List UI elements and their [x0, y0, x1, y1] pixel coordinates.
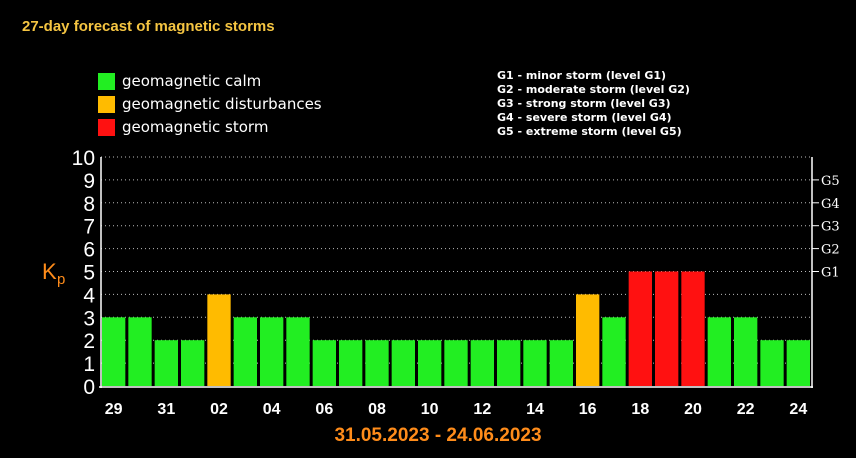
bar-13: [497, 340, 521, 386]
legend-label-calm: geomagnetic calm: [122, 72, 262, 90]
bar-04: [260, 317, 284, 386]
x-tick-label: 29: [105, 401, 123, 418]
bar-02: [207, 294, 231, 386]
y-axis-label: K: [42, 259, 57, 284]
storm-level-g5: G5 - extreme storm (level G5): [497, 125, 682, 138]
bar-31: [154, 340, 178, 386]
x-tick-label: 08: [368, 401, 386, 418]
bar-29: [102, 317, 126, 386]
bar-23: [760, 340, 784, 386]
x-tick-label: 10: [421, 401, 439, 418]
legend-item-storm: geomagnetic storm: [98, 118, 268, 136]
bar-22: [734, 317, 758, 386]
y-tick-label: 8: [83, 193, 95, 216]
x-tick-label: 14: [526, 401, 544, 418]
x-tick-label: 31: [157, 401, 175, 418]
x-tick-label: 02: [210, 401, 228, 418]
storm-level-g2: G2 - moderate storm (level G2): [497, 83, 690, 96]
page-title: 27-day forecast of magnetic storms: [22, 18, 275, 35]
y-tick-label: 9: [83, 170, 95, 193]
y-tick-label: 7: [83, 216, 95, 239]
bar-14: [523, 340, 547, 386]
right-tick-label: G1: [821, 266, 840, 281]
bar-15: [549, 340, 573, 386]
right-tick-label: G2: [821, 243, 840, 258]
bar-06: [312, 340, 336, 386]
bar-08: [365, 340, 389, 386]
legend-item-calm: geomagnetic calm: [98, 72, 261, 90]
y-tick-label: 4: [83, 284, 95, 307]
storm-level-g3: G3 - strong storm (level G3): [497, 97, 671, 110]
y-tick-label: 3: [83, 307, 95, 330]
x-tick-label: 04: [263, 401, 281, 418]
legend-swatch-calm: [98, 72, 115, 90]
bar-19: [655, 271, 679, 386]
x-tick-label: 12: [473, 401, 491, 418]
y-tick-label: 0: [83, 376, 95, 399]
y-tick-label: 10: [72, 147, 95, 170]
legend-swatch-storm: [98, 118, 115, 136]
y-tick-label: 2: [83, 330, 95, 353]
storm-level-g4: G4 - severe storm (level G4): [497, 111, 672, 124]
bar-24: [786, 340, 810, 386]
x-tick-label: 24: [789, 401, 807, 418]
bar-01: [181, 340, 205, 386]
y-tick-label: 1: [83, 353, 95, 376]
y-tick-label: 6: [83, 239, 95, 262]
bar-10: [418, 340, 442, 386]
bar-09: [391, 340, 415, 386]
right-tick-label: G4: [821, 197, 840, 212]
y-axis-label-subscript: p: [57, 271, 65, 288]
bar-18: [628, 271, 652, 386]
bar-30: [128, 317, 152, 386]
bar-07: [339, 340, 363, 386]
legend-swatch-disturbances: [98, 95, 115, 113]
x-tick-label: 22: [737, 401, 755, 418]
legend-label-storm: geomagnetic storm: [122, 118, 269, 136]
bar-05: [286, 317, 310, 386]
bar-17: [602, 317, 626, 386]
bar-11: [444, 340, 468, 386]
bar-20: [681, 271, 705, 386]
x-tick-label: 20: [684, 401, 702, 418]
x-tick-label: 18: [631, 401, 649, 418]
bar-16: [576, 294, 600, 386]
bar-21: [707, 317, 731, 386]
x-tick-label: 16: [579, 401, 597, 418]
bar-03: [233, 317, 257, 386]
date-range: 31.05.2023 - 24.06.2023: [334, 425, 541, 446]
bar-12: [470, 340, 494, 386]
right-tick-label: G5: [821, 174, 840, 189]
right-tick-label: G3: [821, 220, 840, 235]
storm-level-g1: G1 - minor storm (level G1): [497, 69, 667, 82]
y-tick-label: 5: [83, 262, 95, 285]
x-tick-label: 06: [315, 401, 333, 418]
legend-label-disturbances: geomagnetic disturbances: [122, 95, 322, 113]
legend-item-disturbances: geomagnetic disturbances: [98, 95, 322, 113]
